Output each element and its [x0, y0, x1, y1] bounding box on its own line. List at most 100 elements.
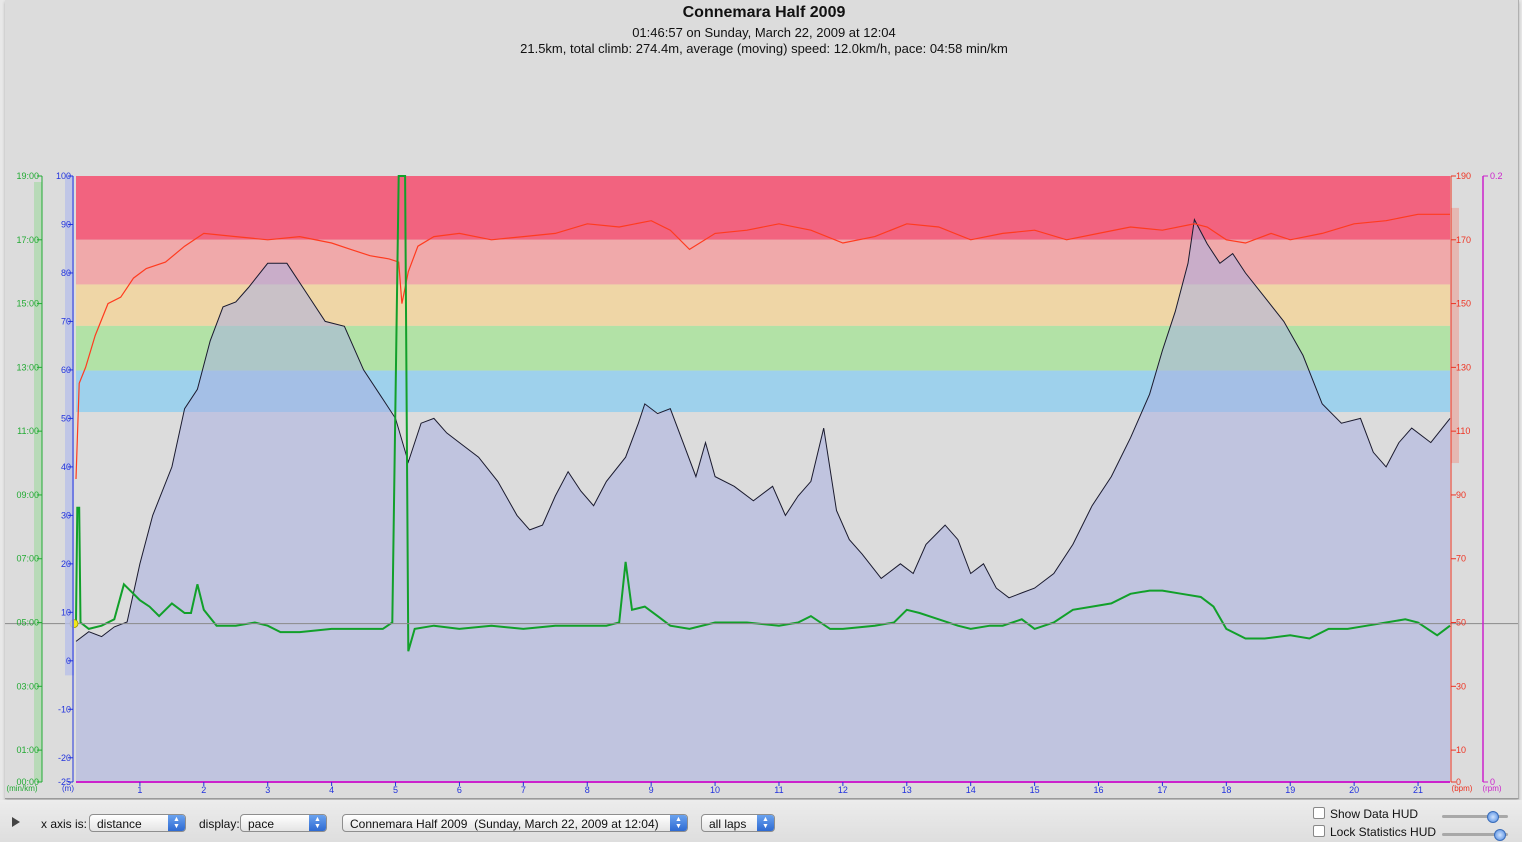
x-tick-label: 3 — [265, 785, 270, 795]
lock-statistics-hud-row[interactable]: Lock Statistics HUD — [1313, 825, 1436, 839]
lock-statistics-hud-checkbox[interactable] — [1313, 825, 1325, 837]
x-tick-label: 12 — [838, 785, 848, 795]
x-tick-label: 15 — [1030, 785, 1040, 795]
bottom-toolbar: x axis is: distance ▲ ▼ display: pace ▲ ▼ … — [0, 800, 1522, 842]
pace-unit-label: (min/km) — [6, 784, 37, 793]
x-tick-label: 1 — [137, 785, 142, 795]
altitude-line — [75, 218, 1451, 642]
select-arrows-icon: ▲ ▼ — [670, 815, 687, 831]
heart-rate-tick-label: 30 — [1456, 681, 1466, 691]
x-tick-label: 20 — [1349, 785, 1359, 795]
chart-subtitle: 01:46:57 on Sunday, March 22, 2009 at 12… — [632, 25, 896, 40]
pace-tick-label: 00:00 — [16, 777, 39, 787]
pace-tick-label: 17:00 — [16, 235, 39, 245]
altitude-tick-label: 20 — [61, 559, 71, 569]
pace-tick-label: 19:00 — [16, 171, 39, 181]
chart-title: Connemara Half 2009 — [682, 4, 846, 21]
play-icon[interactable] — [12, 817, 20, 827]
x-tick-label: 16 — [1094, 785, 1104, 795]
heart-rate-tick-label: 70 — [1456, 554, 1466, 564]
heart-rate-tick-label: 10 — [1456, 745, 1466, 755]
show-data-hud-slider[interactable] — [1442, 811, 1508, 823]
display-select-value: pace — [248, 817, 275, 831]
altitude-axis-band — [65, 176, 74, 676]
x-tick-label: 7 — [521, 785, 526, 795]
cadence-tick-label: 0.2 — [1490, 171, 1503, 181]
axes: 19:00 17:00 15:00 13:00 11:00 09:00 07:00 05:00… — [6, 171, 1502, 795]
x-tick-label: 10 — [710, 785, 720, 795]
x-tick-label: 4 — [329, 785, 334, 795]
x-tick-label: 9 — [649, 785, 654, 795]
select-arrows-icon: ▲ ▼ — [757, 815, 774, 831]
altitude-area — [75, 218, 1451, 783]
altitude-tick-label: -10 — [58, 704, 71, 714]
cadence-unit-label: (rpm) — [1482, 784, 1501, 793]
heart-rate-unit-label: (bpm) — [1452, 784, 1473, 793]
altitude-unit-label: (m) — [62, 784, 74, 793]
altitude-tick-label: 70 — [61, 316, 71, 326]
pace-tick-label: 09:00 — [16, 490, 39, 500]
altitude-fill — [76, 219, 1450, 783]
select-arrows-icon: ▲ ▼ — [309, 815, 326, 831]
pace-axis-band — [34, 182, 42, 782]
heart-rate-path — [75, 213, 1450, 480]
activity-chart[interactable]: 19:00 17:00 15:00 13:00 11:00 09:00 07:00 05:00… — [0, 0, 1522, 800]
pace-tick-label: 15:00 — [16, 299, 39, 309]
x-axis-select[interactable]: distance ▲ ▼ — [89, 814, 186, 832]
x-axis-select-value: distance — [97, 817, 142, 831]
x-tick-label: 8 — [585, 785, 590, 795]
show-data-hud-label: Show Data HUD — [1330, 807, 1419, 821]
heart-rate-tick-label: 50 — [1456, 618, 1466, 628]
slider-knob[interactable] — [1486, 811, 1499, 823]
show-data-hud-checkbox[interactable] — [1313, 807, 1325, 819]
heart-rate-tick-label: 190 — [1456, 171, 1471, 181]
x-tick-label: 6 — [457, 785, 462, 795]
altitude-tick-label: 0 — [66, 656, 71, 666]
pace-tick-label: 11:00 — [17, 426, 39, 436]
select-arrows-icon: ▲ ▼ — [168, 815, 185, 831]
x-tick-label: 18 — [1221, 785, 1231, 795]
pace-tick-label: 01:00 — [16, 745, 39, 755]
heart-rate-tick-label: 90 — [1456, 490, 1466, 500]
heart-rate-line — [75, 213, 1450, 480]
slider-knob[interactable] — [1494, 829, 1507, 841]
altitude-tick-label: 50 — [61, 413, 71, 423]
pace-tick-label: 03:00 — [16, 681, 39, 691]
chart-summary: 21.5km, total climb: 274.4m, average (mo… — [520, 41, 1008, 56]
x-tick-label: 13 — [902, 785, 912, 795]
pace-tick-label: 13:00 — [16, 362, 39, 372]
show-data-hud-row[interactable]: Show Data HUD — [1313, 807, 1418, 821]
x-tick-label: 2 — [201, 785, 206, 795]
pace-tick-label: 07:00 — [16, 554, 39, 564]
heart-rate-tick-label: 170 — [1456, 235, 1471, 245]
altitude-tick-label: 40 — [61, 462, 71, 472]
activity-select-value: Connemara Half 2009 (Sunday, March 22, 2… — [350, 817, 659, 831]
display-label: display: — [199, 817, 240, 831]
cadence-tick-label: 0 — [1490, 777, 1495, 787]
x-tick-label: 17 — [1157, 785, 1167, 795]
x-tick-label: 19 — [1285, 785, 1295, 795]
x-tick-label: 5 — [393, 785, 398, 795]
altitude-tick-label: 60 — [61, 365, 71, 375]
activity-select[interactable]: Connemara Half 2009 (Sunday, March 22, 2… — [342, 814, 688, 832]
heart-rate-tick-label: 0 — [1456, 777, 1461, 787]
x-axis-label: x axis is: — [41, 817, 88, 831]
pace-path — [75, 175, 1451, 652]
lock-statistics-hud-slider[interactable] — [1442, 829, 1508, 841]
altitude-tick-label: 90 — [61, 219, 71, 229]
heart-rate-tick-label: 150 — [1456, 299, 1471, 309]
altitude-tick-label: 80 — [61, 268, 71, 278]
heart-rate-tick-label: 130 — [1456, 362, 1471, 372]
altitude-tick-label: 30 — [61, 510, 71, 520]
x-tick-label: 11 — [774, 785, 783, 795]
x-tick-label: 21 — [1413, 785, 1423, 795]
altitude-tick-label: -25 — [58, 777, 71, 787]
pace-tick-label: 05:00 — [16, 618, 39, 628]
heart-rate-axis-band — [1451, 207, 1459, 464]
x-tick-label: 14 — [966, 785, 976, 795]
altitude-tick-label: -20 — [58, 753, 71, 763]
altitude-tick-label: 10 — [61, 607, 71, 617]
display-select[interactable]: pace ▲ ▼ — [240, 814, 327, 832]
laps-select[interactable]: all laps ▲ ▼ — [701, 814, 775, 832]
lock-statistics-hud-label: Lock Statistics HUD — [1330, 825, 1437, 839]
